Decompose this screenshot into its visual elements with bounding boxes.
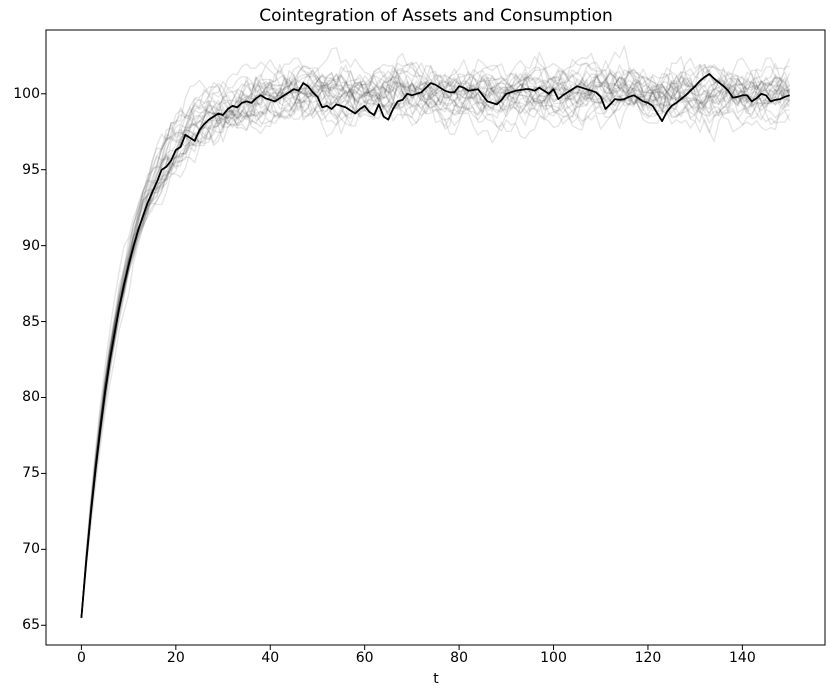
simulated-path-line bbox=[80, 52, 790, 618]
x-tick-label-4: 80 bbox=[450, 650, 469, 666]
simulated-path-line bbox=[80, 73, 791, 618]
y-tick-label-7: 100 bbox=[13, 85, 40, 102]
simulated-path-line bbox=[80, 72, 791, 618]
y-tick-label-1: 70 bbox=[22, 541, 40, 558]
x-tick-label-2: 40 bbox=[261, 650, 280, 666]
y-tick-label-3: 80 bbox=[22, 389, 40, 406]
simulated-path-line bbox=[80, 70, 791, 618]
y-tick-label-0: 65 bbox=[22, 617, 40, 634]
simulated-path-line bbox=[80, 62, 791, 618]
simulated-path-line bbox=[80, 53, 791, 618]
x-tick-label-5: 100 bbox=[540, 650, 567, 666]
x-tick-label-6: 120 bbox=[634, 650, 662, 666]
simulated-path-line bbox=[80, 57, 790, 618]
simulated-path-line bbox=[80, 69, 791, 618]
simulated-path-line bbox=[80, 68, 791, 618]
chart-title: Cointegration of Assets and Consumption bbox=[259, 6, 613, 26]
simulated-path-line bbox=[80, 60, 791, 618]
simulated-path-line bbox=[80, 57, 790, 618]
simulated-path-line bbox=[80, 64, 790, 618]
mean-path-line bbox=[80, 73, 790, 618]
simulated-path-line bbox=[80, 55, 791, 618]
simulated-path-line bbox=[80, 64, 790, 618]
x-tick-label-7: 140 bbox=[729, 650, 756, 666]
simulated-path-line bbox=[80, 64, 791, 618]
y-tick-label-6: 95 bbox=[22, 161, 40, 178]
x-tick-label-1: 20 bbox=[166, 650, 185, 666]
y-tick-label-5: 90 bbox=[22, 237, 40, 254]
simulated-path-line bbox=[80, 67, 791, 618]
simulated-path-line bbox=[80, 61, 791, 618]
x-axis-label: t bbox=[433, 671, 439, 687]
simulated-path-line bbox=[80, 45, 791, 618]
axes-spines bbox=[45, 29, 826, 646]
simulated-path-line bbox=[80, 62, 791, 618]
simulated-path-line bbox=[80, 47, 791, 618]
simulated-path-line bbox=[80, 67, 790, 618]
y-tick-label-4: 85 bbox=[22, 313, 40, 330]
simulated-path-line bbox=[80, 51, 790, 618]
y-tick-label-2: 75 bbox=[22, 465, 40, 482]
x-tick-label-0: 0 bbox=[76, 650, 86, 666]
x-tick-label-3: 60 bbox=[355, 650, 374, 666]
